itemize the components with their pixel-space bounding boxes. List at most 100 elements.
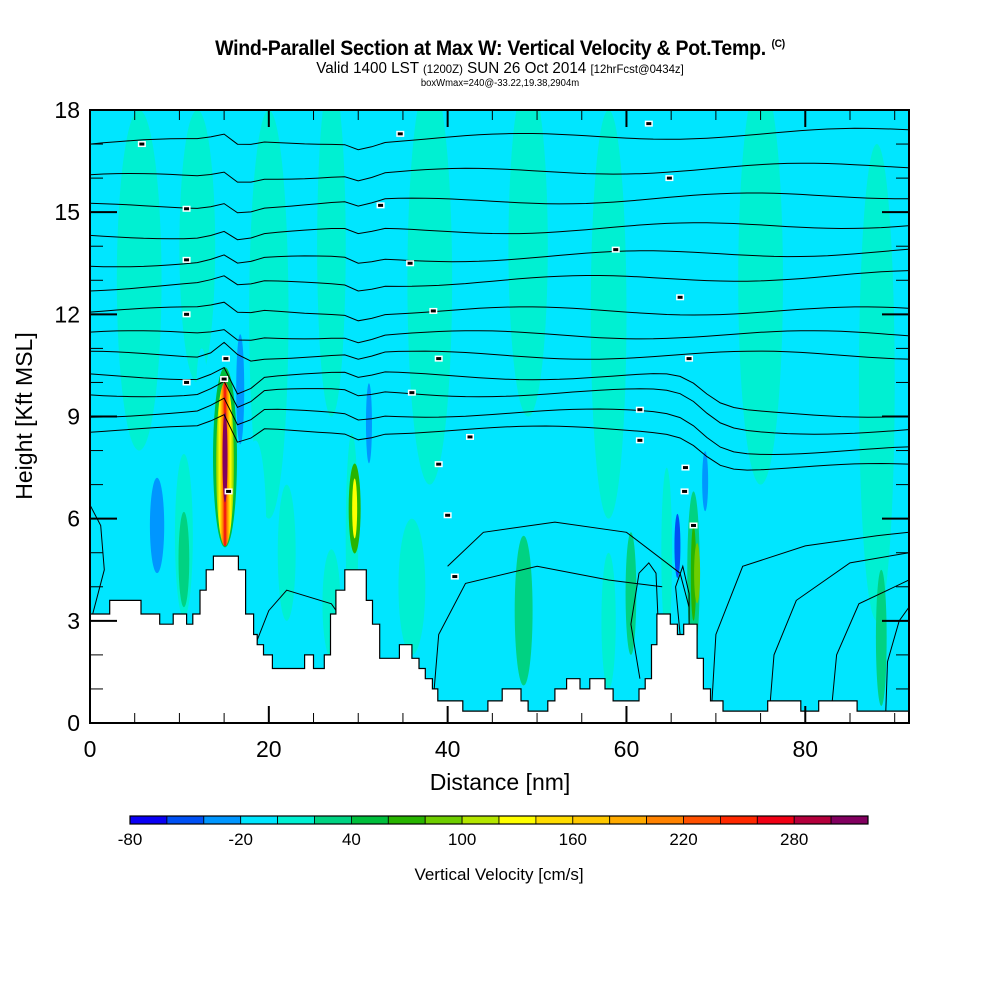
isentrope-contour <box>885 606 909 712</box>
isentrope-contour <box>630 562 659 679</box>
box-info: boxWmax=240@-33.22,19.38,2904m <box>420 78 580 89</box>
colorbar-swatch <box>535 815 574 825</box>
velocity-cell <box>858 144 895 621</box>
velocity-cell <box>149 477 165 574</box>
y-tick-label: 15 <box>54 199 80 225</box>
colorbar-label: 100 <box>448 830 476 849</box>
isentrope-contour <box>90 222 909 241</box>
velocity-cell <box>92 488 106 597</box>
colorbar-label: 220 <box>669 830 697 849</box>
velocity-cell <box>590 110 627 519</box>
velocity-cell <box>638 484 650 621</box>
velocity-cell <box>249 110 289 519</box>
y-tick-label: 12 <box>54 301 80 327</box>
isentrope-contour <box>90 192 909 214</box>
colorbar-label: -80 <box>118 830 143 849</box>
velocity-cell <box>500 552 512 655</box>
isentrope-contour <box>90 341 909 362</box>
isentrope-contour <box>433 565 663 689</box>
colorbar-label: 160 <box>559 830 587 849</box>
contour-label-mark <box>445 513 451 517</box>
isentrope-contour <box>769 552 909 712</box>
contour-label-mark <box>686 357 692 361</box>
contour-label-mark <box>637 438 643 442</box>
contour-label-mark <box>397 132 403 136</box>
isentrope-contour <box>90 397 909 456</box>
colorbar-swatch <box>609 815 648 825</box>
copyright-mark: (C) <box>771 38 785 50</box>
x-tick-label: 60 <box>614 736 640 762</box>
colorbar-swatch <box>461 815 500 825</box>
contour-label-mark <box>682 489 688 493</box>
y-tick-label: 18 <box>54 97 80 123</box>
colorbar-swatch <box>793 815 832 825</box>
isentrope-contour <box>90 270 909 292</box>
velocity-cell <box>178 511 190 608</box>
colorbar-swatch <box>129 815 168 825</box>
downdraft-streak <box>236 334 245 445</box>
utc-time: (1200Z) <box>422 62 463 76</box>
plot-area <box>90 110 909 723</box>
colorbar-swatch <box>756 815 795 825</box>
updraft-core <box>222 412 228 503</box>
contour-label-mark <box>637 408 643 412</box>
isentrope-contour <box>90 162 909 183</box>
colorbar-swatch <box>498 815 537 825</box>
colorbar-label: -20 <box>228 830 253 849</box>
contour-label-mark <box>646 122 652 126</box>
contour-label-mark <box>184 312 190 316</box>
x-axis-title: Distance [nm] <box>430 769 571 795</box>
velocity-cell <box>449 562 455 666</box>
terrain-profile <box>90 555 909 723</box>
forecast-info: [12hrFcst@0434z] <box>590 62 684 76</box>
downdraft-streak <box>702 451 709 512</box>
isentrope-contour <box>90 301 909 322</box>
velocity-cell <box>789 603 795 672</box>
contour-label-mark <box>409 391 415 395</box>
x-tick-label: 20 <box>256 736 282 762</box>
velocity-cell <box>116 110 162 451</box>
colorbar-swatch <box>683 815 721 825</box>
colorbar-title: Vertical Velocity [cm/s] <box>414 865 583 884</box>
contour-label-mark <box>467 435 473 439</box>
contour-label-mark <box>613 248 619 252</box>
colorbar-swatch <box>277 815 315 825</box>
velocity-cell <box>625 532 637 655</box>
contour-label-mark <box>226 489 232 493</box>
colorbar-swatch <box>424 815 463 825</box>
contour-label-mark <box>223 357 229 361</box>
colorbar-label: 280 <box>780 830 808 849</box>
velocity-cell <box>554 559 564 669</box>
isentrope-contour <box>447 521 690 608</box>
colorbar-swatch <box>350 815 389 825</box>
velocity-cell <box>690 525 697 621</box>
contour-label-mark <box>666 176 672 180</box>
contour-label-mark <box>378 203 384 207</box>
contour-label-mark <box>436 357 442 361</box>
isentrope-contour <box>90 504 105 615</box>
chart-subtitle: Valid 1400 LST (1200Z) SUN 26 Oct 2014 [… <box>25 60 975 78</box>
velocity-cell <box>661 467 673 638</box>
contour-label-mark <box>677 295 683 299</box>
colorbar-swatch <box>203 815 242 825</box>
contour-label-mark <box>452 575 458 579</box>
colorbar-swatch <box>314 815 352 825</box>
y-tick-label: 0 <box>67 710 80 736</box>
x-tick-label: 80 <box>792 736 818 762</box>
velocity-cell <box>376 467 394 638</box>
isentrope-contour <box>90 127 909 151</box>
colorbar-swatch <box>240 815 278 825</box>
y-tick-label: 6 <box>67 506 80 532</box>
contour-label-mark <box>407 261 413 265</box>
velocity-cell <box>398 518 426 655</box>
contour-label-mark <box>184 380 190 384</box>
isentrope-contour <box>90 329 909 344</box>
y-tick-label: 3 <box>67 608 80 634</box>
colorbar-frame <box>129 815 869 825</box>
colorbar-swatch <box>646 815 684 825</box>
isentrope-contour <box>710 531 909 712</box>
velocity-cell <box>508 110 548 417</box>
colorbar-swatch <box>387 815 426 825</box>
velocity-cell <box>601 552 616 689</box>
